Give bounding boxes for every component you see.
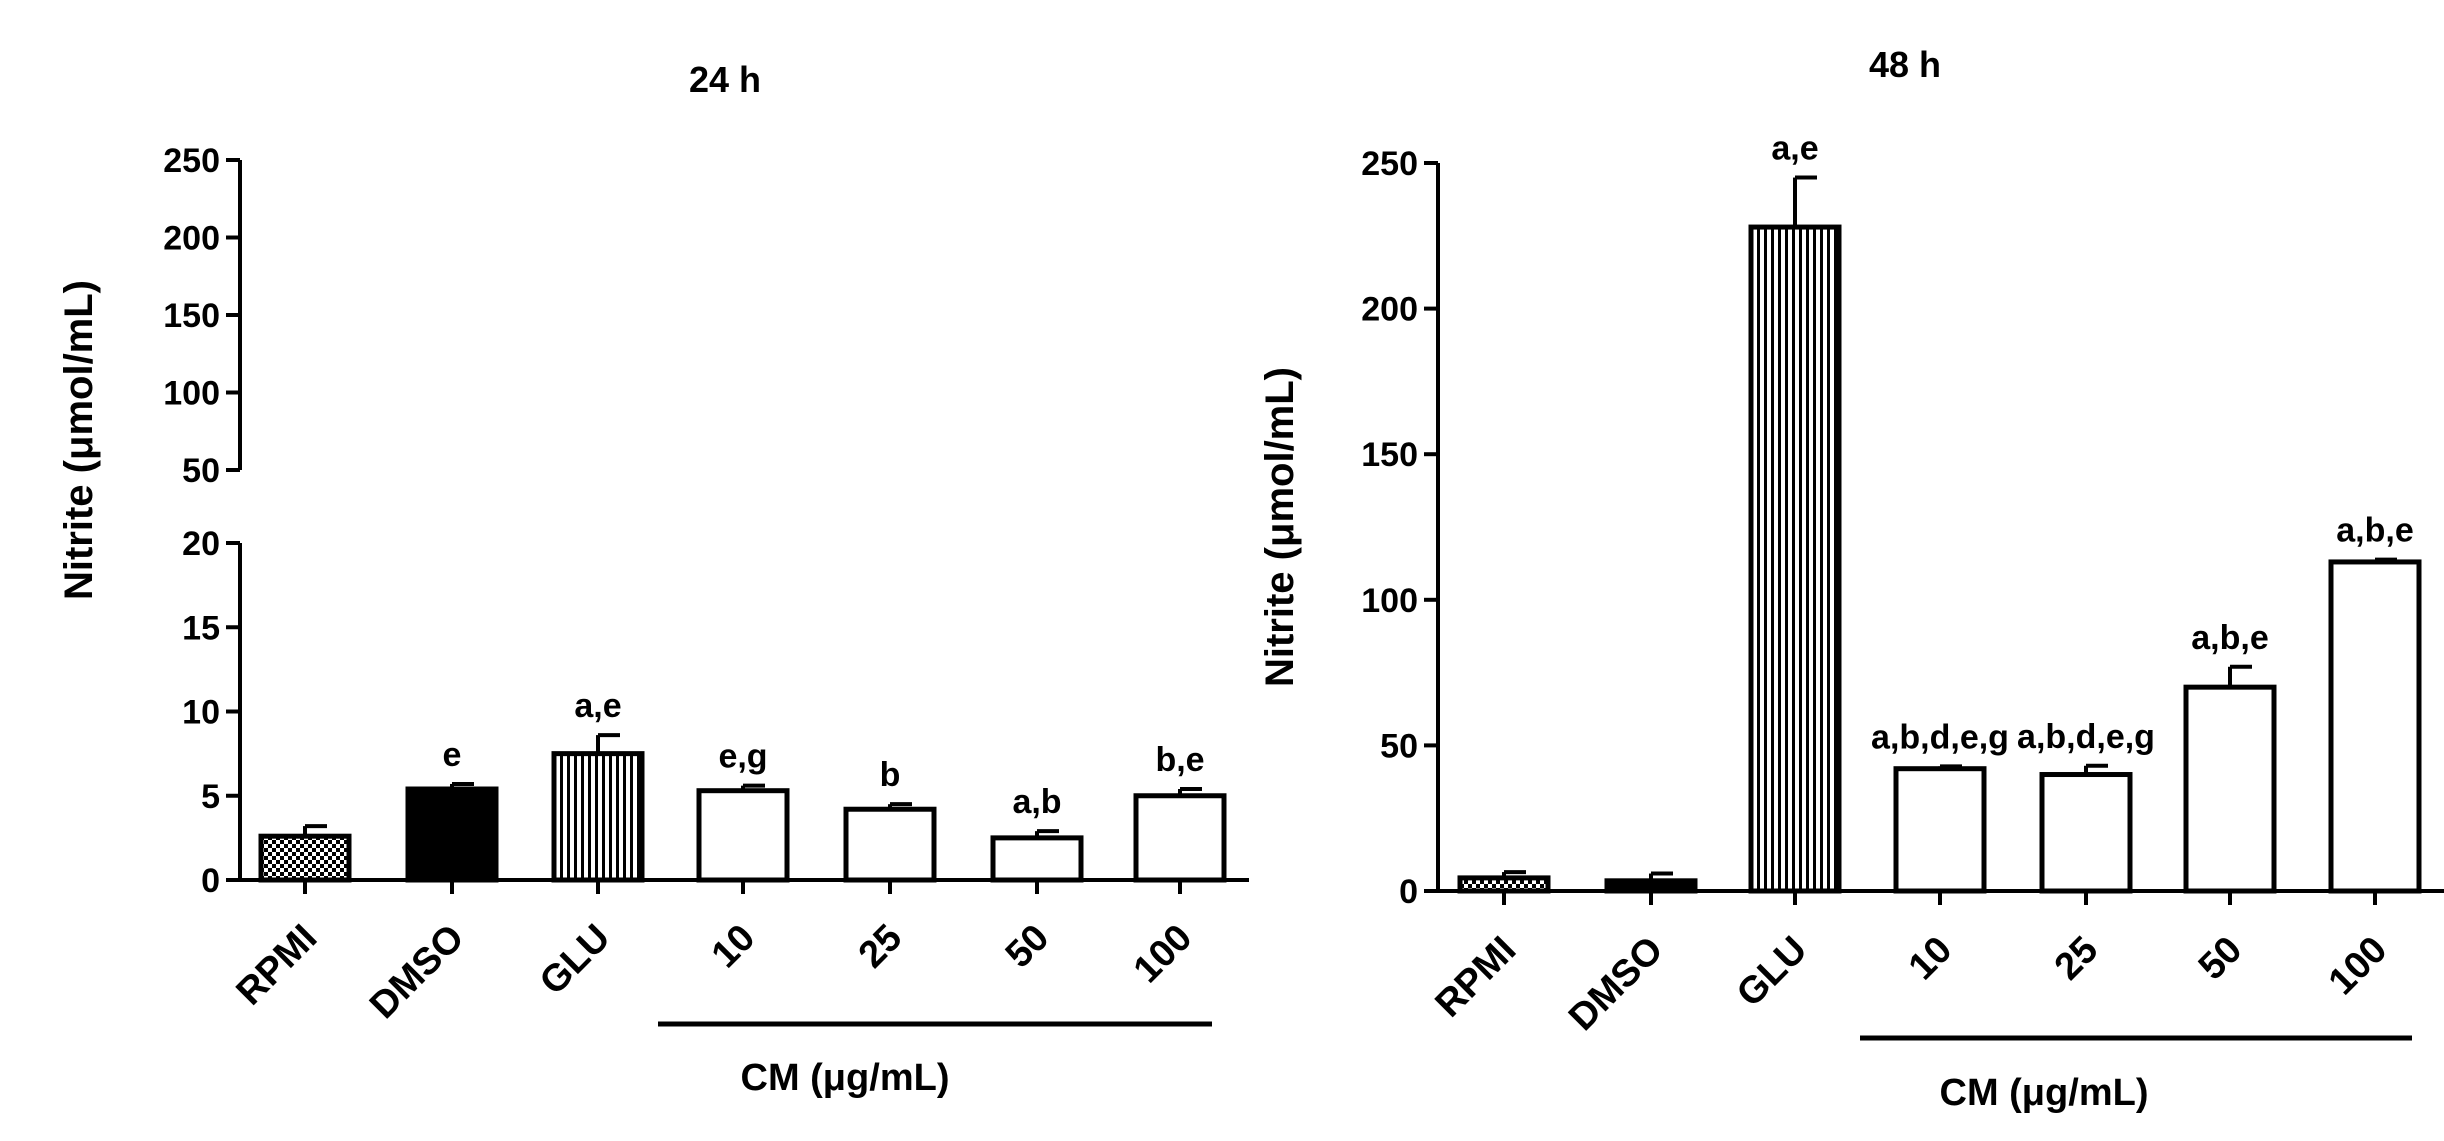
bar — [258, 833, 352, 883]
bar — [843, 806, 937, 883]
chart-title: 24 h — [689, 59, 761, 100]
axes: 0 5 10 15 20 50 100 150 200 250 — [163, 142, 1249, 900]
bar — [2328, 559, 2422, 894]
y-tick-label: 20 — [182, 525, 220, 563]
bar — [2039, 772, 2133, 894]
y-tick-label: 100 — [1361, 582, 1418, 620]
y-tick-label: 0 — [201, 862, 220, 900]
bar — [551, 751, 645, 883]
bar-group — [1457, 870, 1551, 894]
bar — [1457, 875, 1551, 894]
bar — [1748, 224, 1842, 894]
significance-label: a,b — [1012, 783, 1061, 821]
bar-group: a,b,e — [2328, 512, 2422, 894]
significance-label: a,b,d,e,g — [2017, 718, 2155, 756]
significance-label: a,e — [574, 687, 621, 725]
category-label: GLU — [532, 917, 618, 1003]
category-label: GLU — [1729, 929, 1815, 1015]
y-tick-label: 5 — [201, 778, 220, 816]
bar — [1604, 878, 1698, 894]
bar-group: a,e — [1748, 130, 1842, 894]
category-label: 10 — [704, 917, 764, 977]
significance-label: a,b,e — [2191, 619, 2268, 657]
category-label: 100 — [2321, 929, 2396, 1004]
y-tick-label: 200 — [163, 220, 220, 258]
y-tick-label: 250 — [1361, 145, 1418, 183]
bar-group — [258, 824, 352, 883]
y-tick-label: 200 — [1361, 291, 1418, 329]
bar-group: a,b,d,e,g — [1871, 718, 2009, 894]
bar-group: a,b,d,e,g — [2017, 718, 2155, 894]
bar — [1893, 766, 1987, 894]
y-tick-label: 100 — [163, 375, 220, 413]
category-label: 25 — [851, 917, 911, 977]
chart-panel-24h: 24 h Nitrite (μmol/mL) 0 5 10 15 20 50 100 150 2… — [57, 59, 1249, 1099]
category-label: 50 — [998, 917, 1058, 977]
y-tick-label: 150 — [163, 297, 220, 335]
y-axis-label: Nitrite (μmol/mL) — [57, 280, 101, 600]
y-tick-label: 50 — [1380, 727, 1418, 765]
category-label: 50 — [2191, 929, 2251, 989]
chart-title: 48 h — [1869, 44, 1941, 85]
bar-group: b,e — [1133, 741, 1227, 883]
significance-label: e,g — [718, 738, 767, 776]
group-label: CM (μg/mL) — [1940, 1072, 2149, 1114]
significance-label: b — [880, 756, 901, 794]
significance-label: a,b,e — [2336, 512, 2413, 550]
bar-group: b — [843, 756, 937, 883]
bars: e a,e e,g b a,b b,e — [258, 687, 1227, 883]
bar — [1133, 793, 1227, 883]
y-tick-label: 10 — [182, 694, 220, 732]
bar-group: a,e — [551, 687, 645, 883]
bars: a,e a,b,d,e,g a,b,d,e,g a,b,e a,b,e — [1457, 130, 2422, 894]
bar-group: e,g — [696, 738, 790, 883]
significance-label: a,b,d,e,g — [1871, 718, 2009, 756]
category-label: 10 — [1901, 929, 1961, 989]
y-tick-label: 150 — [1361, 436, 1418, 474]
category-labels: RPMI DMSO GLU 10 25 50 100 — [1427, 929, 2395, 1039]
category-label: 100 — [1126, 917, 1201, 992]
significance-label: b,e — [1155, 741, 1204, 779]
category-label: DMSO — [1561, 929, 1671, 1039]
group-label: CM (μg/mL) — [741, 1057, 950, 1099]
y-tick-label: 15 — [182, 609, 220, 647]
y-tick-label: 50 — [182, 452, 220, 490]
y-tick-label: 250 — [163, 142, 220, 180]
bar-group: a,b,e — [2183, 619, 2277, 894]
category-label: DMSO — [362, 917, 472, 1027]
bar — [405, 786, 499, 883]
chart-panel-48h: 48 h Nitrite (μmol/mL) 0 50 100 150 200 250 a… — [1258, 44, 2444, 1114]
category-label: RPMI — [1427, 929, 1524, 1026]
bar-group: a,b — [990, 783, 1084, 883]
y-axis-label: Nitrite (μmol/mL) — [1258, 367, 1302, 687]
category-label: 25 — [2047, 929, 2107, 989]
category-labels: RPMI DMSO GLU 10 25 50 100 — [228, 917, 1200, 1027]
bar — [2183, 684, 2277, 894]
category-label: RPMI — [228, 917, 325, 1014]
significance-label: a,e — [1771, 130, 1818, 168]
bar — [990, 835, 1084, 883]
bar-group — [1604, 871, 1698, 894]
bar-group: e — [405, 736, 499, 883]
bar — [696, 788, 790, 883]
y-tick-label: 0 — [1399, 873, 1418, 911]
significance-label: e — [443, 736, 462, 774]
